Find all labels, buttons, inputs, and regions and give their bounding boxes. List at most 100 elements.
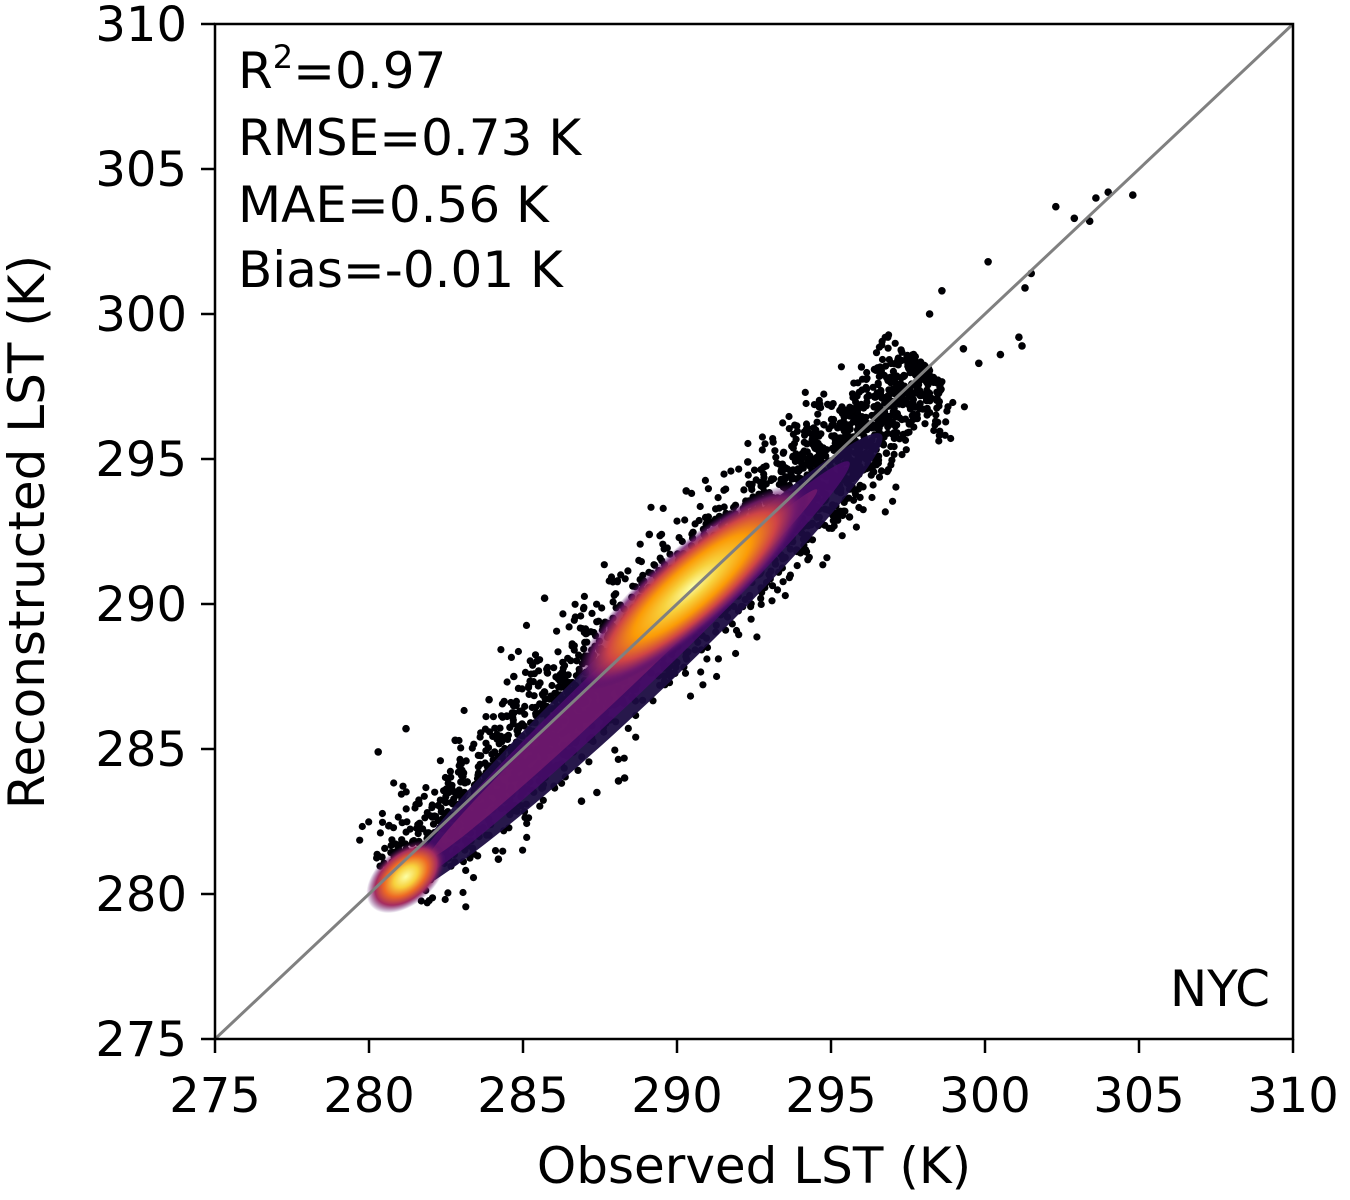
scatter-point bbox=[910, 354, 918, 362]
scatter-point bbox=[468, 744, 476, 752]
scatter-point bbox=[921, 420, 929, 428]
scatter-point bbox=[803, 440, 811, 448]
scatter-point bbox=[559, 610, 567, 618]
scatter-point bbox=[903, 351, 912, 359]
outlier-point bbox=[1052, 202, 1060, 211]
scatter-point bbox=[817, 404, 825, 412]
scatter-point bbox=[813, 418, 821, 426]
scatter-point bbox=[913, 385, 921, 393]
scatter-point bbox=[819, 444, 827, 452]
scatter-point bbox=[570, 642, 578, 650]
scatter-point bbox=[791, 457, 800, 465]
plot-frame bbox=[213, 22, 1295, 1041]
y-axis-title: Reconstructed LST (K) bbox=[0, 255, 56, 809]
scatter-point bbox=[548, 681, 556, 690]
scatter-point bbox=[932, 417, 940, 425]
scatter-point bbox=[632, 733, 640, 741]
scatter-point bbox=[659, 504, 667, 512]
scatter-point bbox=[578, 625, 586, 633]
scatter-point bbox=[899, 373, 908, 381]
scatter-point bbox=[436, 757, 444, 765]
scatter-point bbox=[607, 573, 616, 581]
scatter-point bbox=[767, 476, 775, 485]
scatter-point bbox=[523, 833, 531, 842]
one-to-one-line bbox=[213, 22, 1295, 1041]
scatter-point bbox=[550, 664, 558, 672]
scatter-point bbox=[535, 667, 543, 675]
scatter-point bbox=[559, 658, 567, 666]
scatter-point bbox=[801, 388, 809, 396]
scatter-point bbox=[381, 844, 389, 853]
scatter-point bbox=[447, 773, 455, 781]
scatter-point bbox=[778, 460, 787, 468]
scatter-point bbox=[859, 483, 867, 491]
outlier-point bbox=[891, 374, 900, 382]
scatter-point bbox=[462, 903, 470, 911]
scatter-point bbox=[875, 343, 884, 351]
scatter-point bbox=[509, 702, 518, 710]
scatter-point bbox=[889, 497, 897, 505]
scatter-point bbox=[860, 404, 868, 412]
scatter-point bbox=[525, 814, 533, 822]
scatter-point bbox=[786, 571, 795, 579]
scatter-point bbox=[753, 633, 761, 641]
y-tick-label: 300 bbox=[95, 287, 187, 343]
scatter-point bbox=[895, 414, 904, 422]
outlier-point bbox=[845, 513, 854, 521]
scatter-point bbox=[617, 571, 625, 579]
scatter-point bbox=[832, 437, 840, 446]
scatter-point bbox=[574, 766, 582, 775]
scatter-point bbox=[727, 467, 735, 475]
outlier-point bbox=[925, 310, 934, 318]
outlier-point bbox=[682, 487, 690, 495]
scatter-point bbox=[744, 471, 752, 479]
stat-bias: Bias=-0.01 K bbox=[238, 241, 564, 299]
outlier-point bbox=[744, 458, 752, 466]
x-tick-label: 300 bbox=[939, 1068, 1031, 1124]
scatter-point bbox=[474, 769, 482, 777]
scatter-point bbox=[829, 517, 837, 525]
scatter-point bbox=[457, 771, 466, 780]
y-tick-label: 305 bbox=[95, 142, 187, 198]
scatter-point bbox=[463, 778, 471, 786]
outlier-point bbox=[540, 594, 549, 602]
outlier-point bbox=[870, 403, 878, 411]
outlier-point bbox=[938, 287, 946, 295]
scatter-point bbox=[810, 401, 819, 409]
scatter-point bbox=[779, 578, 787, 586]
scatter-point bbox=[768, 582, 777, 590]
scatter-point bbox=[477, 752, 485, 760]
scatter-point bbox=[673, 517, 681, 525]
scatter-point bbox=[771, 447, 779, 455]
scatter-point bbox=[503, 678, 511, 686]
scatter-point bbox=[894, 354, 903, 362]
scatter-point bbox=[496, 724, 504, 732]
scatter-point bbox=[915, 363, 923, 371]
x-tick-label: 305 bbox=[1093, 1068, 1185, 1124]
scatter-point bbox=[457, 760, 465, 768]
x-tick-label: 275 bbox=[169, 1068, 261, 1124]
scatter-point bbox=[431, 788, 439, 796]
scatter-point bbox=[747, 615, 755, 623]
scatter-point bbox=[714, 494, 722, 502]
scatter-point bbox=[488, 750, 496, 758]
x-tick-label: 280 bbox=[323, 1068, 415, 1124]
scatter-point bbox=[789, 473, 797, 482]
outlier-point bbox=[913, 414, 921, 423]
scatter-point bbox=[565, 623, 573, 631]
scatter-point bbox=[789, 444, 797, 452]
scatter-point bbox=[926, 409, 934, 417]
scatter-point bbox=[768, 597, 776, 605]
scatter-point bbox=[820, 390, 828, 398]
scatter-point bbox=[525, 690, 533, 699]
scatter-point bbox=[507, 653, 515, 662]
x-axis-title: Observed LST (K) bbox=[537, 1137, 971, 1195]
scatter-point bbox=[793, 562, 801, 570]
outlier-point bbox=[645, 530, 654, 539]
scatter-point bbox=[785, 412, 793, 421]
scatter-point bbox=[830, 415, 838, 424]
scatter-point bbox=[516, 707, 524, 715]
scatter-point bbox=[884, 377, 892, 385]
outlier-point bbox=[620, 774, 629, 782]
scatter-point bbox=[559, 664, 567, 672]
